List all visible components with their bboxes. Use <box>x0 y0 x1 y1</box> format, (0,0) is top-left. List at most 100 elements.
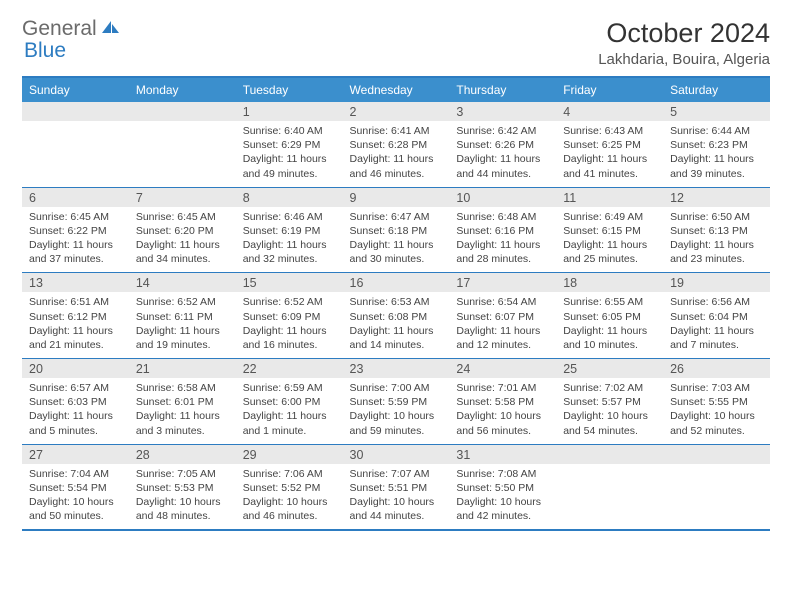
daylight-text: Daylight: 11 hours <box>136 238 229 252</box>
daylight-text: Daylight: 11 hours <box>350 238 443 252</box>
sunrise-text: Sunrise: 7:07 AM <box>350 467 443 481</box>
daylight-text: Daylight: 11 hours <box>563 324 656 338</box>
daylight-text2: and 54 minutes. <box>563 424 656 438</box>
sunset-text: Sunset: 6:13 PM <box>670 224 763 238</box>
daylight-text: Daylight: 11 hours <box>29 324 122 338</box>
sunrise-text: Sunrise: 7:06 AM <box>243 467 336 481</box>
sunset-text: Sunset: 6:05 PM <box>563 310 656 324</box>
sunset-text: Sunset: 6:28 PM <box>350 138 443 152</box>
daylight-text2: and 48 minutes. <box>136 509 229 523</box>
day-number-cell: 27 <box>22 444 129 464</box>
detail-row: Sunrise: 6:45 AMSunset: 6:22 PMDaylight:… <box>22 207 770 273</box>
daylight-text: Daylight: 11 hours <box>136 324 229 338</box>
day-number-cell: 30 <box>343 444 450 464</box>
day-number-cell: 6 <box>22 187 129 207</box>
daylight-text2: and 7 minutes. <box>670 338 763 352</box>
sunset-text: Sunset: 5:54 PM <box>29 481 122 495</box>
day-number-cell: 17 <box>449 273 556 293</box>
day-number-cell: 18 <box>556 273 663 293</box>
sunset-text: Sunset: 6:04 PM <box>670 310 763 324</box>
day-detail-cell: Sunrise: 6:41 AMSunset: 6:28 PMDaylight:… <box>343 121 450 187</box>
daynum-row: 6789101112 <box>22 187 770 207</box>
daylight-text2: and 3 minutes. <box>136 424 229 438</box>
sunset-text: Sunset: 6:29 PM <box>243 138 336 152</box>
day-detail-cell: Sunrise: 7:08 AMSunset: 5:50 PMDaylight:… <box>449 464 556 531</box>
sunset-text: Sunset: 6:03 PM <box>29 395 122 409</box>
sunrise-text: Sunrise: 6:58 AM <box>136 381 229 395</box>
sunset-text: Sunset: 6:15 PM <box>563 224 656 238</box>
sunrise-text: Sunrise: 7:08 AM <box>456 467 549 481</box>
day-number-cell: 11 <box>556 187 663 207</box>
day-number-cell: 15 <box>236 273 343 293</box>
day-detail-cell: Sunrise: 6:43 AMSunset: 6:25 PMDaylight:… <box>556 121 663 187</box>
day-detail-cell: Sunrise: 6:45 AMSunset: 6:20 PMDaylight:… <box>129 207 236 273</box>
daylight-text: Daylight: 11 hours <box>350 324 443 338</box>
weekday-header: Sunday <box>22 77 129 102</box>
sunset-text: Sunset: 6:22 PM <box>29 224 122 238</box>
calendar-table: SundayMondayTuesdayWednesdayThursdayFrid… <box>22 76 770 531</box>
day-number-cell: 20 <box>22 359 129 379</box>
day-detail-cell: Sunrise: 6:57 AMSunset: 6:03 PMDaylight:… <box>22 378 129 444</box>
sunset-text: Sunset: 6:16 PM <box>456 224 549 238</box>
day-number-cell: 26 <box>663 359 770 379</box>
sunrise-text: Sunrise: 6:57 AM <box>29 381 122 395</box>
sunrise-text: Sunrise: 6:43 AM <box>563 124 656 138</box>
location: Lakhdaria, Bouira, Algeria <box>598 51 770 68</box>
day-detail-cell: Sunrise: 6:56 AMSunset: 6:04 PMDaylight:… <box>663 292 770 358</box>
daylight-text: Daylight: 11 hours <box>243 409 336 423</box>
weekday-header: Wednesday <box>343 77 450 102</box>
daylight-text: Daylight: 10 hours <box>136 495 229 509</box>
sunset-text: Sunset: 6:07 PM <box>456 310 549 324</box>
daylight-text2: and 41 minutes. <box>563 167 656 181</box>
day-detail-cell <box>556 464 663 531</box>
month-title: October 2024 <box>598 18 770 49</box>
day-detail-cell: Sunrise: 7:05 AMSunset: 5:53 PMDaylight:… <box>129 464 236 531</box>
weekday-header: Thursday <box>449 77 556 102</box>
day-detail-cell: Sunrise: 6:45 AMSunset: 6:22 PMDaylight:… <box>22 207 129 273</box>
sunset-text: Sunset: 6:08 PM <box>350 310 443 324</box>
day-number-cell: 1 <box>236 102 343 121</box>
day-number-cell <box>22 102 129 121</box>
sunset-text: Sunset: 6:25 PM <box>563 138 656 152</box>
sunrise-text: Sunrise: 6:52 AM <box>136 295 229 309</box>
sunrise-text: Sunrise: 7:04 AM <box>29 467 122 481</box>
sunset-text: Sunset: 6:23 PM <box>670 138 763 152</box>
daylight-text2: and 32 minutes. <box>243 252 336 266</box>
day-number-cell: 3 <box>449 102 556 121</box>
daylight-text2: and 14 minutes. <box>350 338 443 352</box>
sunrise-text: Sunrise: 6:45 AM <box>29 210 122 224</box>
daynum-row: 13141516171819 <box>22 273 770 293</box>
sunset-text: Sunset: 6:01 PM <box>136 395 229 409</box>
day-number-cell: 14 <box>129 273 236 293</box>
day-detail-cell: Sunrise: 7:03 AMSunset: 5:55 PMDaylight:… <box>663 378 770 444</box>
day-detail-cell: Sunrise: 7:00 AMSunset: 5:59 PMDaylight:… <box>343 378 450 444</box>
detail-row: Sunrise: 6:51 AMSunset: 6:12 PMDaylight:… <box>22 292 770 358</box>
sunrise-text: Sunrise: 6:54 AM <box>456 295 549 309</box>
day-number-cell: 7 <box>129 187 236 207</box>
title-block: October 2024 Lakhdaria, Bouira, Algeria <box>598 18 770 68</box>
sunset-text: Sunset: 5:57 PM <box>563 395 656 409</box>
sunrise-text: Sunrise: 6:53 AM <box>350 295 443 309</box>
sunrise-text: Sunrise: 6:45 AM <box>136 210 229 224</box>
day-number-cell: 31 <box>449 444 556 464</box>
day-detail-cell: Sunrise: 6:47 AMSunset: 6:18 PMDaylight:… <box>343 207 450 273</box>
daynum-row: 12345 <box>22 102 770 121</box>
day-detail-cell: Sunrise: 6:48 AMSunset: 6:16 PMDaylight:… <box>449 207 556 273</box>
sunset-text: Sunset: 6:18 PM <box>350 224 443 238</box>
day-detail-cell: Sunrise: 6:46 AMSunset: 6:19 PMDaylight:… <box>236 207 343 273</box>
day-number-cell: 21 <box>129 359 236 379</box>
daylight-text: Daylight: 11 hours <box>456 238 549 252</box>
daylight-text: Daylight: 11 hours <box>243 324 336 338</box>
daylight-text2: and 21 minutes. <box>29 338 122 352</box>
day-number-cell: 29 <box>236 444 343 464</box>
daylight-text: Daylight: 11 hours <box>563 152 656 166</box>
weekday-header: Saturday <box>663 77 770 102</box>
sunrise-text: Sunrise: 6:59 AM <box>243 381 336 395</box>
day-detail-cell: Sunrise: 7:01 AMSunset: 5:58 PMDaylight:… <box>449 378 556 444</box>
day-number-cell: 25 <box>556 359 663 379</box>
daylight-text: Daylight: 11 hours <box>456 324 549 338</box>
sunrise-text: Sunrise: 6:55 AM <box>563 295 656 309</box>
daylight-text: Daylight: 10 hours <box>350 495 443 509</box>
daylight-text2: and 1 minute. <box>243 424 336 438</box>
daylight-text2: and 10 minutes. <box>563 338 656 352</box>
